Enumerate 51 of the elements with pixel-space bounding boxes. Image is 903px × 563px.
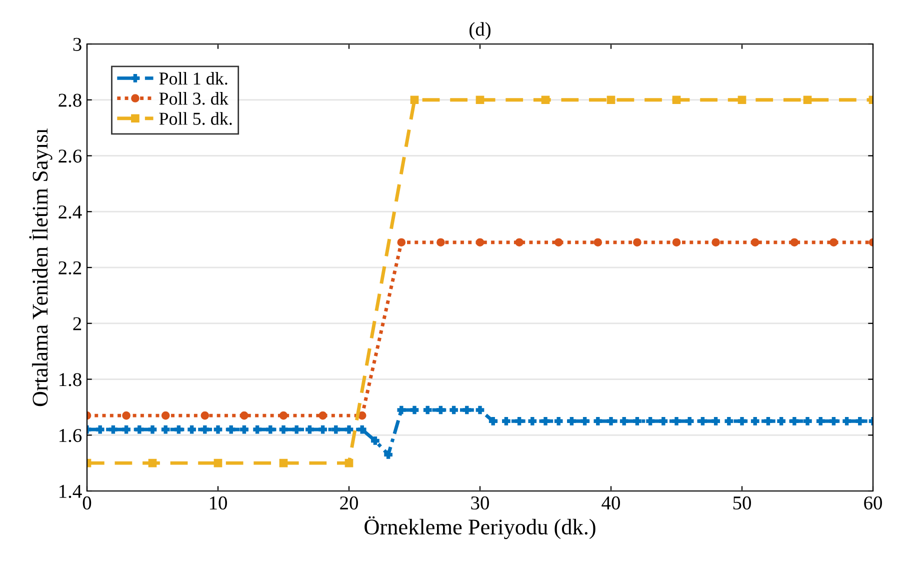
point [436, 238, 445, 247]
x-tick-label: 0 [82, 496, 92, 510]
point [410, 96, 419, 104]
point [240, 411, 248, 420]
point [515, 238, 524, 247]
point [594, 238, 602, 247]
legend-label: Poll 3. dk [159, 92, 228, 105]
point [830, 238, 838, 247]
y-tick-label: 2.2 [58, 261, 82, 275]
y-tick-label: 2.4 [58, 205, 82, 219]
point [279, 411, 288, 420]
point [750, 238, 760, 247]
point [606, 96, 616, 104]
y-tick-label: 2.8 [58, 94, 82, 107]
point [790, 238, 799, 247]
x-tick-label: 30 [471, 496, 489, 510]
y-tick-label: 2 [73, 317, 82, 330]
x-tick-label: 40 [602, 496, 620, 510]
point [161, 411, 170, 420]
point [738, 96, 746, 104]
point [633, 238, 642, 247]
point [148, 458, 157, 468]
point [122, 411, 130, 420]
point [476, 238, 484, 247]
x-tick-label: 60 [864, 496, 882, 510]
point [344, 458, 354, 468]
point [397, 238, 406, 247]
point [200, 411, 210, 420]
point [541, 96, 550, 104]
point [214, 458, 222, 468]
point [318, 411, 327, 420]
point [476, 96, 484, 104]
y-tick-label: 2.6 [58, 150, 82, 163]
point [712, 238, 720, 247]
legend-label: Poll 5. dk. [159, 112, 232, 125]
x-tick-label: 50 [733, 496, 751, 510]
point [803, 96, 812, 104]
legend-label: Poll 1 dk. [159, 72, 228, 85]
y-tick-label: 1.4 [60, 484, 82, 498]
chart-title: (d) [470, 22, 490, 40]
y-tick-label: 1.6 [60, 428, 82, 442]
x-axis-title: Örnekleme Periyodu (dk.) [364, 516, 596, 540]
y-tick-label: 3 [73, 38, 82, 51]
point [672, 238, 681, 247]
point [672, 96, 681, 104]
y-axis-title: Ortalama Yeniden İletim Sayısı [29, 128, 52, 406]
x-tick-label: 20 [340, 496, 358, 510]
point [279, 458, 288, 468]
x-tick-label: 10 [210, 496, 227, 510]
point [554, 238, 563, 247]
y-tick-label: 1.8 [60, 373, 82, 386]
